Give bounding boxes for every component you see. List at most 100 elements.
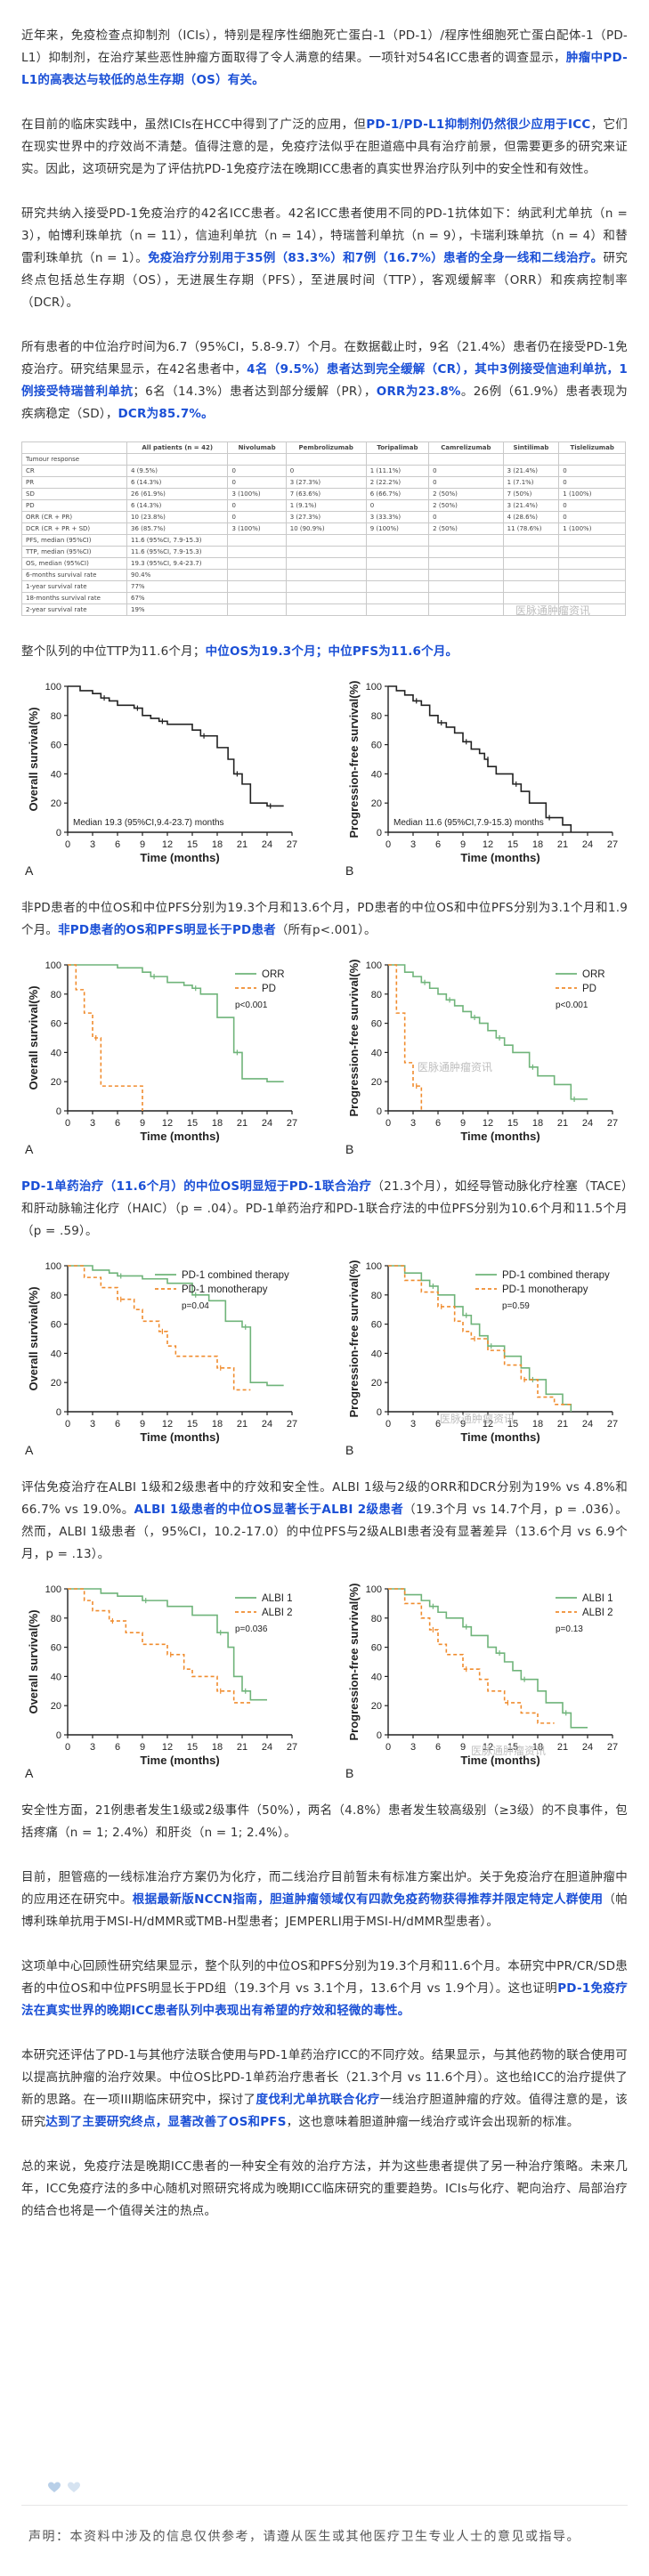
table-cell: 0 — [428, 511, 504, 523]
x-tick-label: 18 — [532, 1118, 543, 1129]
text: 。26例（61.9%）患者表现为疾病稳定（SD）， — [21, 385, 628, 421]
table-cell: SD — [21, 488, 127, 500]
heart-icon — [68, 2482, 80, 2492]
x-axis-title: Time (months) — [140, 1754, 219, 1767]
y-tick-label: 0 — [377, 1106, 382, 1117]
y-tick-label: 60 — [371, 741, 382, 751]
table-cell: 6 (14.3%) — [126, 476, 229, 489]
table-cell: 11 (78.6%) — [502, 522, 560, 535]
table-cell — [365, 546, 430, 558]
panel-letter: B — [345, 1142, 353, 1156]
km-panel: Overall survival(%) 0 20 40 60 80 100 0 3 6 9 12 15 1… — [25, 1584, 297, 1780]
table-cell — [285, 580, 367, 593]
highlight-text: DCR为85.7%。 — [118, 407, 214, 421]
table-row: TTP, median (95%CI) 11.6 (95%CI, 7.9-15.3… — [21, 546, 626, 558]
text: 非PD患者的中位OS和中位PFS分别为19.3个月和13.6个月，PD患者的中位… — [21, 901, 628, 937]
x-tick-label: 6 — [435, 1419, 441, 1430]
table-row: OS, median (95%CI) 19.3 (95%CI, 9.4-23.7) — [21, 557, 626, 570]
paragraph-albi: 评估免疫治疗在ALBI 1级和2级患者中的疗效和安全性。ALBI 1级与2级的O… — [21, 1477, 628, 1566]
table-cell: 1-year survival rate — [21, 580, 127, 593]
table-cell — [558, 580, 626, 593]
table-cell: 19% — [126, 603, 229, 616]
table-cell: 10 (90.9%) — [285, 522, 367, 535]
table-cell — [428, 580, 504, 593]
x-tick-label: 27 — [607, 839, 618, 850]
paragraph-background: 在目前的临床实践中，虽然ICIs在HCC中得到了广泛的应用，但PD-1/PD-L… — [21, 114, 628, 181]
table-row: 2-year survival rate 19% — [21, 603, 626, 616]
y-axis-title: Progression-free survival(%) — [347, 680, 361, 838]
table-header-cell: Pembrolizumab — [285, 441, 367, 454]
table-cell — [558, 546, 626, 558]
table-cell — [428, 603, 504, 616]
x-tick-label: 0 — [385, 1742, 391, 1753]
x-tick-label: 27 — [607, 1118, 618, 1129]
table-cell — [558, 534, 626, 547]
y-tick-label: 0 — [377, 1407, 382, 1418]
table-cell — [365, 569, 430, 581]
panel-letter: B — [345, 1766, 353, 1780]
x-tick-label: 6 — [435, 839, 441, 850]
table-cell — [285, 557, 367, 570]
table-cell — [126, 453, 229, 466]
text: ；6名（14.3%）患者达到部分缓解（PR）， — [133, 385, 377, 399]
y-axis-title: Progression-free survival(%) — [347, 959, 361, 1116]
x-tick-label: 24 — [582, 1118, 593, 1129]
survival-curve-1 — [388, 1265, 572, 1405]
table-cell — [365, 453, 430, 466]
table-cell: 67% — [126, 592, 229, 604]
table-cell: 1 (100%) — [558, 488, 626, 500]
y-tick-label: 60 — [51, 741, 61, 751]
y-tick-label: 0 — [56, 1407, 61, 1418]
y-tick-label: 80 — [51, 711, 61, 722]
x-tick-label: 3 — [90, 1419, 95, 1430]
survival-curve-1 — [388, 964, 423, 1111]
table-cell: PR — [21, 476, 127, 489]
text: （所有p<.001）。 — [275, 923, 377, 937]
x-axis-title: Time (months) — [460, 1430, 539, 1444]
table-cell — [428, 557, 504, 570]
text: （21.3个月），如经导管动脉化疗栓塞（TACE）和肝动脉输注化疗（HAIC）（… — [21, 1179, 628, 1238]
table-header-cell: Nivolumab — [227, 441, 287, 454]
highlight-text: 肿瘤中PD-L1的高表达与较低的总生存期（OS）有关。 — [21, 51, 628, 87]
x-axis-title: Time (months) — [460, 851, 539, 864]
x-tick-label: 27 — [287, 1419, 297, 1430]
paragraph-median: 整个队列的中位TTP为11.6个月；中位OS为19.3个月；中位PFS为11.6… — [21, 641, 628, 663]
y-tick-label: 60 — [371, 1643, 382, 1654]
x-axis-title: Time (months) — [140, 851, 219, 864]
table-cell: 0 — [558, 465, 626, 477]
table-cell — [502, 569, 560, 581]
y-tick-label: 80 — [371, 711, 382, 722]
survival-curve-0 — [388, 1265, 572, 1412]
survival-curve-0 — [68, 685, 284, 807]
y-tick-label: 20 — [371, 1077, 382, 1088]
x-tick-label: 24 — [262, 1742, 272, 1753]
table-cell: 0 — [227, 511, 287, 523]
table-cell: 3 (21.4%) — [502, 499, 560, 512]
x-tick-label: 12 — [162, 839, 173, 850]
table-cell — [428, 534, 504, 547]
paragraph-conclusion: 总的来说，免疫疗法是晚期ICC患者的一种安全有效的治疗方法，并为这些患者提供了另… — [21, 2156, 628, 2223]
table-cell: 0 — [558, 499, 626, 512]
heart-icon — [48, 2482, 61, 2492]
y-tick-label: 60 — [51, 1643, 61, 1654]
table-cell — [285, 546, 367, 558]
legend-label: PD — [582, 984, 596, 994]
km-panel: Progression-free survival(%) 020406080100… — [345, 1583, 618, 1780]
survival-curve-0 — [68, 1588, 267, 1701]
y-tick-label: 40 — [51, 1672, 61, 1682]
table-cell — [365, 592, 430, 604]
table-cell — [365, 580, 430, 593]
watermark-text: 医脉通肿瘤资讯 — [440, 1413, 515, 1425]
table-cell — [227, 569, 287, 581]
highlight-text: PD-1单药治疗（11.6个月）的中位OS明显短于PD-1联合治疗 — [21, 1179, 372, 1194]
x-tick-label: 6 — [435, 1118, 441, 1129]
table-cell: 0 — [558, 511, 626, 523]
p-value-label: p=0.59 — [502, 1301, 530, 1311]
table-cell: 2 (22.2%) — [365, 476, 430, 489]
text: ，这也意味着胆道肿瘤一线治疗或许会出现新的标准。 — [286, 2115, 580, 2129]
table-cell: OS, median (95%CI) — [21, 557, 127, 570]
p-value-label: p<0.001 — [235, 1000, 268, 1010]
highlight-text: PD-1/PD-L1抑制剂仍然很少应用于ICC — [366, 117, 591, 132]
